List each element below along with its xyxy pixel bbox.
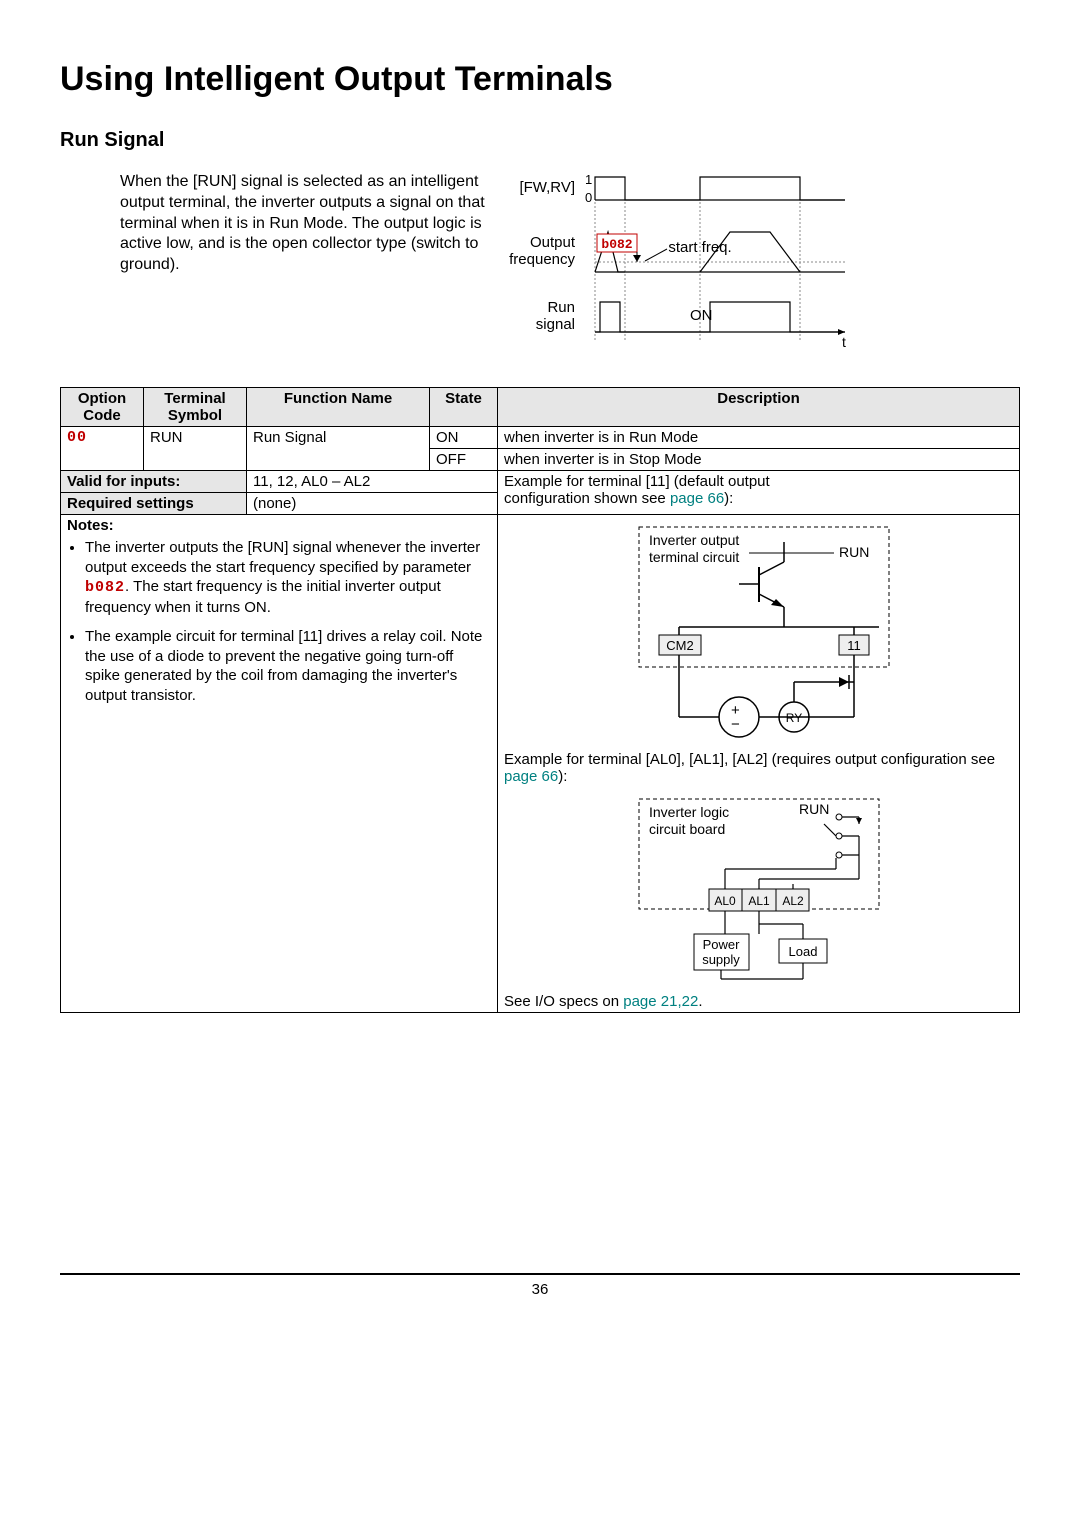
cell-state-off: OFF — [430, 449, 498, 471]
svg-text:ON: ON — [690, 307, 713, 324]
svg-text:[FW,RV]: [FW,RV] — [519, 179, 575, 196]
cell-desc-off: when inverter is in Stop Mode — [498, 449, 1020, 471]
page-title: Using Intelligent Output Terminals — [60, 60, 1020, 99]
svg-text:Load: Load — [788, 944, 817, 959]
svg-text:RY: RY — [785, 711, 801, 725]
svg-text:1: 1 — [585, 172, 592, 187]
cell-exampleAL-text: Example for terminal [AL0], [AL1], [AL2]… — [498, 749, 1020, 787]
note-2: The example circuit for terminal [11] dr… — [85, 627, 491, 705]
page-number: 36 — [60, 1273, 1020, 1298]
cell-diagram1: Inverter output terminal circuit RUN CM2 — [498, 515, 1020, 750]
svg-text:signal: signal — [536, 316, 575, 333]
cell-diagram2: Inverter logic circuit board RUN AL0 AL1 — [498, 787, 1020, 991]
svg-text:start freq.: start freq. — [668, 239, 731, 256]
svg-text:circuit board: circuit board — [649, 821, 725, 837]
cell-iospecs: See I/O specs on page 21,22. — [498, 991, 1020, 1013]
cell-function-name: Run Signal — [247, 427, 430, 471]
note-1: The inverter outputs the [RUN] signal wh… — [85, 538, 491, 617]
svg-text:AL1: AL1 — [748, 894, 770, 908]
svg-text:RUN: RUN — [799, 801, 829, 817]
svg-text:AL2: AL2 — [782, 894, 804, 908]
th-terminal-symbol: Terminal Symbol — [144, 388, 247, 427]
link-page66-b[interactable]: page 66 — [504, 768, 558, 785]
svg-text:Inverter output: Inverter output — [649, 532, 739, 548]
svg-text:frequency: frequency — [509, 251, 575, 268]
cell-option-code: 00 — [61, 427, 144, 471]
link-page66[interactable]: page 66 — [670, 490, 724, 507]
cell-required-value: (none) — [247, 493, 498, 515]
cell-example11-text: Example for terminal [11] (default outpu… — [498, 471, 1020, 515]
cell-state-on: ON — [430, 427, 498, 449]
svg-text:AL0: AL0 — [714, 894, 736, 908]
timing-diagram: [FW,RV] 1 0 Output frequency b082 — [500, 172, 850, 367]
intro-paragraph: When the [RUN] signal is selected as an … — [120, 172, 490, 367]
th-option-code: Option Code — [61, 388, 144, 427]
cell-terminal-symbol: RUN — [144, 427, 247, 471]
cell-required-label: Required settings — [61, 493, 247, 515]
section-subtitle: Run Signal — [60, 129, 1020, 152]
svg-text:t: t — [842, 334, 846, 350]
th-description: Description — [498, 388, 1020, 427]
svg-text:Power: Power — [702, 937, 740, 952]
svg-text:RUN: RUN — [839, 544, 869, 560]
svg-text:Inverter logic: Inverter logic — [649, 804, 729, 820]
svg-text:Run: Run — [547, 299, 575, 316]
cell-valid-label: Valid for inputs: — [61, 471, 247, 493]
svg-text:b082: b082 — [601, 237, 632, 252]
cell-notes: Notes: The inverter outputs the [RUN] si… — [61, 515, 498, 1013]
notes-heading: Notes: — [67, 517, 491, 534]
svg-text:supply: supply — [702, 952, 740, 967]
cell-valid-value: 11, 12, AL0 – AL2 — [247, 471, 498, 493]
svg-text:terminal circuit: terminal circuit — [649, 549, 739, 565]
svg-text:−: − — [731, 716, 740, 733]
th-function-name: Function Name — [247, 388, 430, 427]
terminal-table: Option Code Terminal Symbol Function Nam… — [60, 387, 1020, 1013]
svg-text:11: 11 — [847, 638, 861, 653]
link-iospecs[interactable]: page 21,22 — [623, 993, 698, 1010]
svg-text:CM2: CM2 — [666, 638, 693, 653]
th-state: State — [430, 388, 498, 427]
svg-text:Output: Output — [530, 234, 576, 251]
cell-desc-on: when inverter is in Run Mode — [498, 427, 1020, 449]
svg-text:0: 0 — [585, 190, 592, 205]
